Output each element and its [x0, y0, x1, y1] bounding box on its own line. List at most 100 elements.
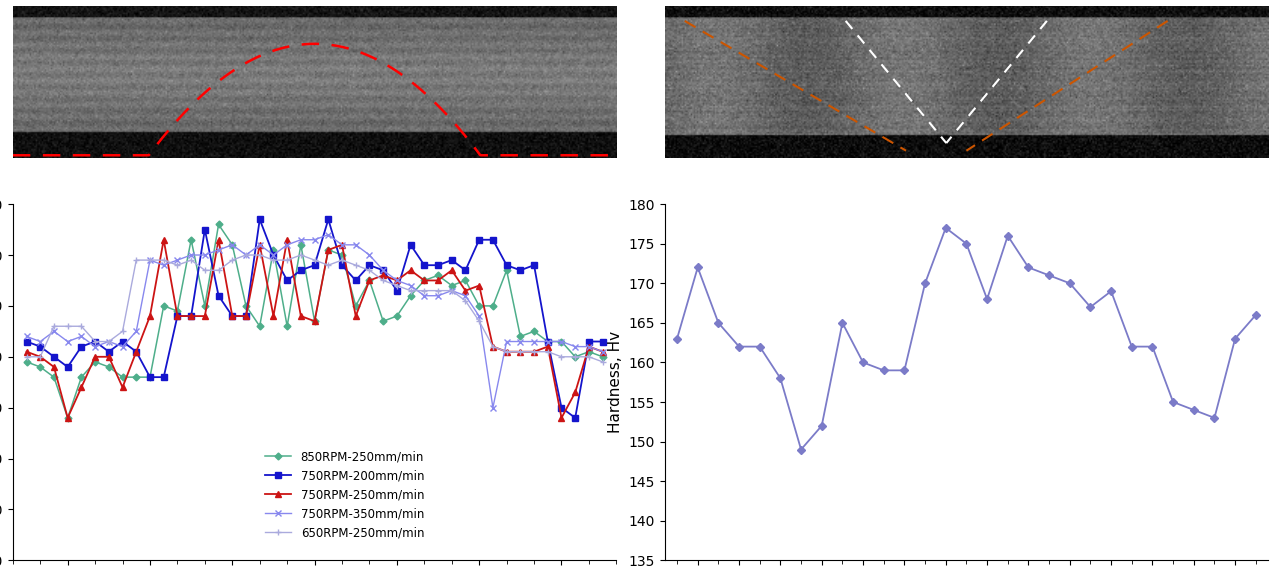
650RPM-250mm/min: [404, 287, 419, 294]
850RPM-250mm/min: [334, 252, 350, 259]
750RPM-200mm/min: [224, 312, 240, 319]
650RPM-250mm/min: [74, 323, 90, 329]
750RPM-200mm/min: [142, 374, 158, 380]
750RPM-350mm/min: [197, 252, 213, 259]
750RPM-200mm/min: [183, 312, 199, 319]
750RPM-250mm/min: [19, 348, 35, 355]
750RPM-350mm/min: [307, 237, 323, 243]
750RPM-200mm/min: [582, 338, 597, 345]
850RPM-250mm/min: [197, 302, 213, 309]
750RPM-200mm/min: [279, 277, 295, 284]
850RPM-250mm/min: [526, 328, 542, 335]
650RPM-250mm/min: [389, 282, 405, 289]
750RPM-250mm/min: [32, 353, 47, 360]
750RPM-350mm/min: [238, 252, 254, 259]
850RPM-250mm/min: [128, 374, 143, 380]
Legend: 850RPM-250mm/min, 750RPM-200mm/min, 750RPM-250mm/min, 750RPM-350mm/min, 650RPM-2: 850RPM-250mm/min, 750RPM-200mm/min, 750R…: [260, 445, 429, 544]
850RPM-250mm/min: [594, 353, 610, 360]
750RPM-200mm/min: [526, 262, 542, 269]
750RPM-250mm/min: [594, 348, 610, 355]
Line: 650RPM-250mm/min: 650RPM-250mm/min: [23, 251, 606, 365]
750RPM-200mm/min: [389, 287, 405, 294]
850RPM-250mm/min: [156, 302, 172, 309]
750RPM-250mm/min: [183, 312, 199, 319]
650RPM-250mm/min: [142, 257, 158, 264]
650RPM-250mm/min: [512, 348, 528, 355]
750RPM-350mm/min: [445, 287, 460, 294]
750RPM-250mm/min: [252, 242, 268, 248]
750RPM-350mm/min: [582, 343, 597, 350]
850RPM-250mm/min: [320, 247, 336, 254]
750RPM-250mm/min: [445, 267, 460, 274]
850RPM-250mm/min: [238, 302, 254, 309]
750RPM-200mm/min: [211, 292, 227, 299]
750RPM-200mm/min: [361, 262, 377, 269]
650RPM-250mm/min: [471, 318, 487, 324]
850RPM-250mm/min: [375, 318, 391, 324]
650RPM-250mm/min: [526, 348, 542, 355]
750RPM-200mm/min: [445, 257, 460, 264]
750RPM-350mm/min: [334, 242, 350, 248]
750RPM-350mm/min: [348, 242, 364, 248]
650RPM-250mm/min: [224, 257, 240, 264]
650RPM-250mm/min: [594, 358, 610, 365]
650RPM-250mm/min: [416, 287, 432, 294]
750RPM-200mm/min: [115, 338, 131, 345]
750RPM-250mm/min: [265, 312, 281, 319]
850RPM-250mm/min: [74, 374, 90, 380]
750RPM-350mm/min: [389, 277, 405, 284]
750RPM-200mm/min: [457, 267, 473, 274]
850RPM-250mm/min: [87, 358, 102, 365]
750RPM-250mm/min: [74, 384, 90, 391]
Y-axis label: Hardness, Hv: Hardness, Hv: [608, 331, 623, 434]
850RPM-250mm/min: [19, 358, 35, 365]
650RPM-250mm/min: [485, 343, 501, 350]
650RPM-250mm/min: [197, 267, 213, 274]
750RPM-250mm/min: [169, 312, 184, 319]
750RPM-350mm/min: [541, 338, 556, 345]
750RPM-250mm/min: [156, 237, 172, 243]
750RPM-350mm/min: [46, 328, 61, 335]
750RPM-350mm/min: [60, 338, 76, 345]
850RPM-250mm/min: [183, 237, 199, 243]
750RPM-200mm/min: [320, 216, 336, 223]
750RPM-250mm/min: [293, 312, 309, 319]
750RPM-200mm/min: [553, 404, 569, 411]
750RPM-350mm/min: [156, 262, 172, 269]
750RPM-250mm/min: [582, 343, 597, 350]
850RPM-250mm/min: [404, 292, 419, 299]
750RPM-200mm/min: [471, 237, 487, 243]
750RPM-200mm/min: [128, 348, 143, 355]
750RPM-250mm/min: [389, 277, 405, 284]
850RPM-250mm/min: [46, 374, 61, 380]
750RPM-350mm/min: [142, 257, 158, 264]
750RPM-250mm/min: [46, 363, 61, 370]
850RPM-250mm/min: [307, 318, 323, 324]
750RPM-200mm/min: [169, 312, 184, 319]
750RPM-250mm/min: [416, 277, 432, 284]
650RPM-250mm/min: [567, 353, 583, 360]
750RPM-350mm/min: [32, 338, 47, 345]
650RPM-250mm/min: [334, 257, 350, 264]
750RPM-200mm/min: [252, 216, 268, 223]
750RPM-250mm/min: [457, 287, 473, 294]
750RPM-250mm/min: [553, 414, 569, 421]
750RPM-200mm/min: [87, 338, 102, 345]
750RPM-200mm/min: [238, 312, 254, 319]
750RPM-200mm/min: [74, 343, 90, 350]
650RPM-250mm/min: [348, 262, 364, 269]
750RPM-200mm/min: [32, 343, 47, 350]
750RPM-350mm/min: [183, 252, 199, 259]
750RPM-350mm/min: [361, 252, 377, 259]
650RPM-250mm/min: [457, 297, 473, 304]
650RPM-250mm/min: [375, 277, 391, 284]
650RPM-250mm/min: [19, 353, 35, 360]
850RPM-250mm/min: [115, 374, 131, 380]
750RPM-200mm/min: [334, 262, 350, 269]
850RPM-250mm/min: [211, 221, 227, 228]
850RPM-250mm/min: [457, 277, 473, 284]
750RPM-350mm/min: [567, 343, 583, 350]
850RPM-250mm/min: [169, 307, 184, 314]
750RPM-350mm/min: [293, 237, 309, 243]
850RPM-250mm/min: [498, 267, 514, 274]
